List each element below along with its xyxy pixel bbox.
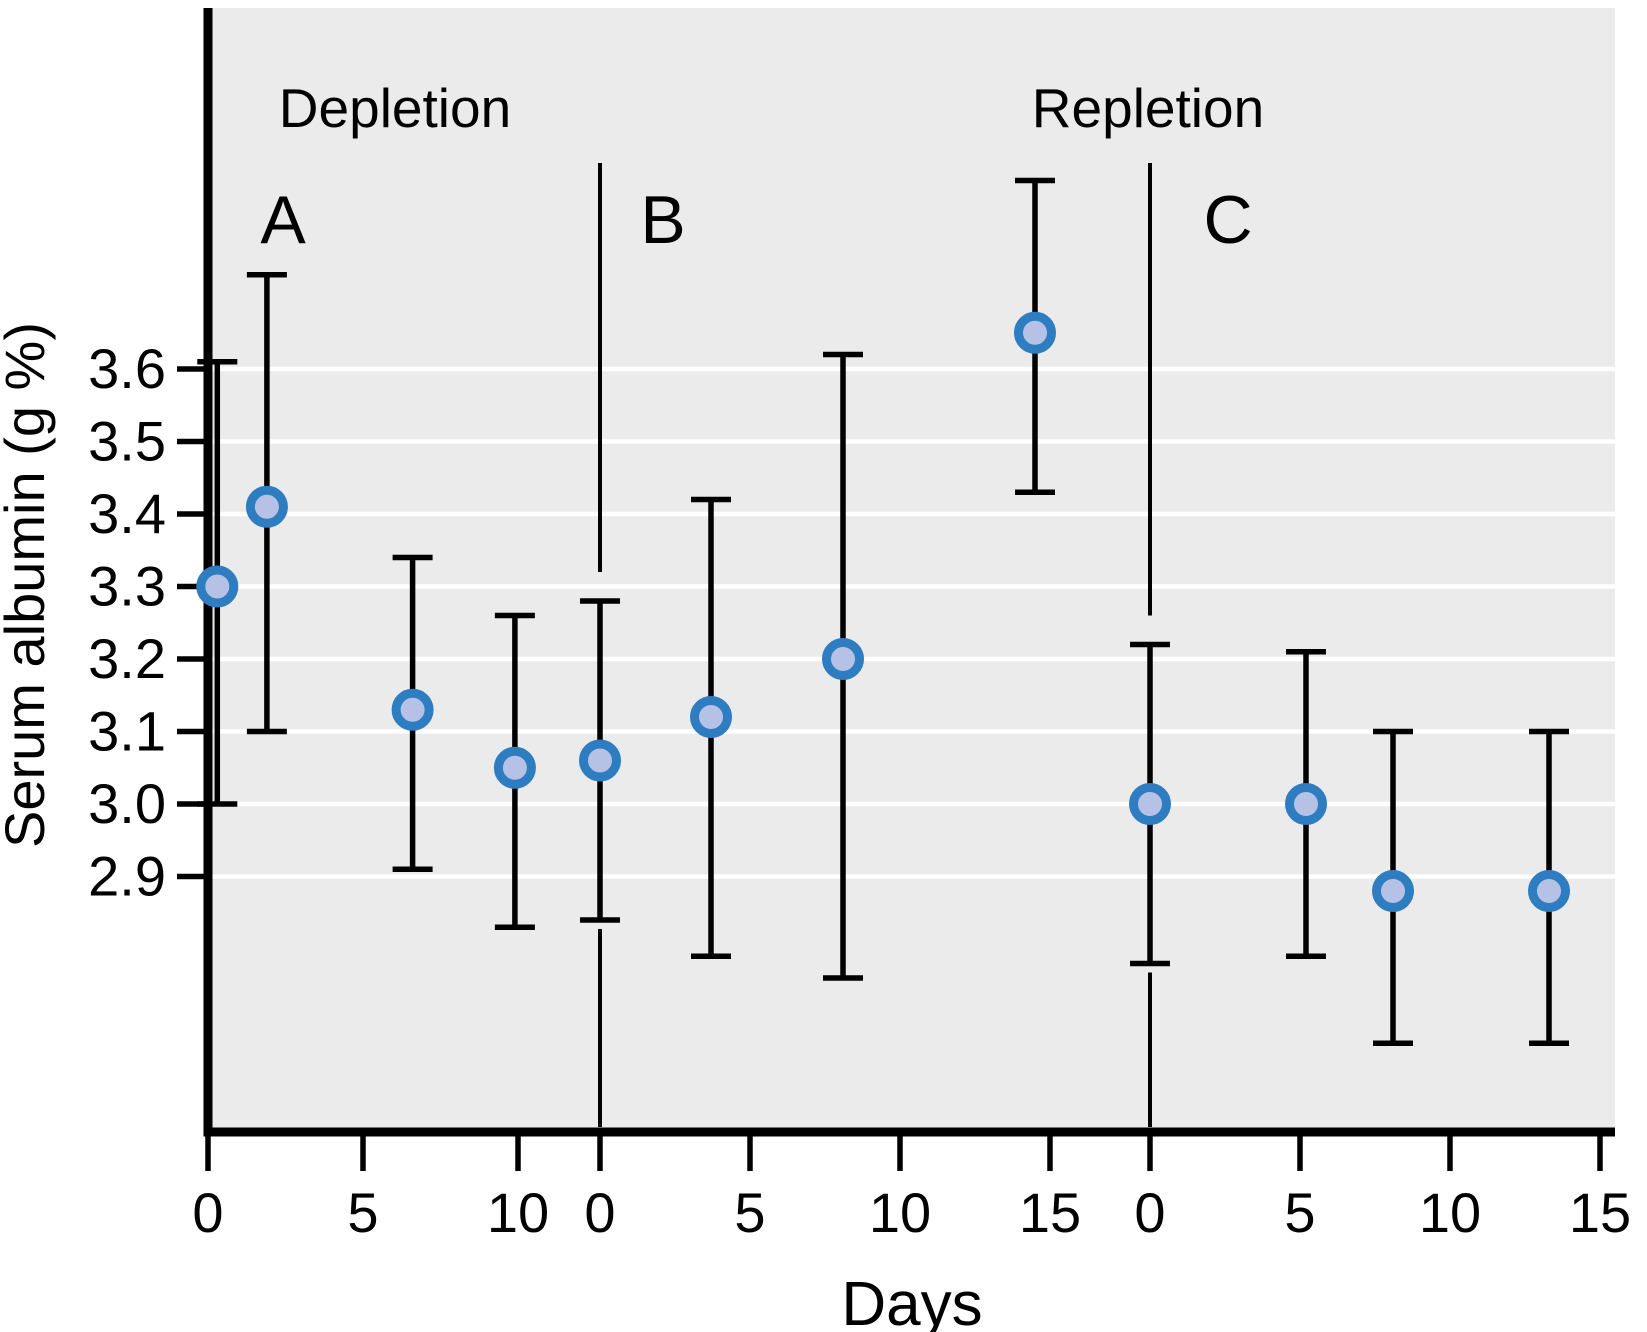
point-b2-group: [690, 496, 732, 959]
y-tick-label-3: 3.0: [88, 772, 166, 835]
point-a4-group: [493, 612, 536, 930]
panel-label-c: C: [1203, 182, 1252, 258]
point-a2-group: [245, 272, 288, 735]
point-b3-group: [822, 351, 864, 981]
y-tick-label-3.5: 3.5: [88, 410, 166, 473]
x-tick-label-b-10: 10: [869, 1181, 931, 1244]
point-a3-group: [391, 554, 434, 872]
point-c3-marker: [1372, 870, 1414, 912]
point-a1-marker: [196, 565, 239, 608]
point-a2-marker: [245, 485, 288, 528]
point-c2-group: [1285, 649, 1327, 959]
point-c1-group: [1129, 641, 1171, 967]
y-tick-label-3.1: 3.1: [88, 700, 166, 763]
point-a3-marker: [391, 688, 434, 731]
x-tick-label-b-5: 5: [734, 1181, 765, 1244]
point-b4-group: [1014, 177, 1056, 495]
point-b1-group: [579, 598, 621, 923]
y-tick-label-3.3: 3.3: [88, 555, 166, 618]
point-b3-marker: [822, 638, 864, 680]
panel-divider-layer: [598, 163, 1152, 1127]
plot-background-layer: [208, 8, 1615, 1132]
point-c3-group: [1372, 728, 1414, 1046]
point-b1-marker: [579, 739, 621, 782]
phase-label-repletion: Repletion: [1032, 77, 1264, 139]
panel-label-b: B: [640, 182, 685, 258]
point-c1-marker: [1129, 783, 1171, 825]
y-tick-label-3.2: 3.2: [88, 627, 166, 690]
x-tick-label-b-0: 0: [584, 1181, 615, 1244]
x-tick-label-c-5: 5: [1284, 1181, 1315, 1244]
x-tick-label-c-15: 15: [1569, 1181, 1631, 1244]
x-tick-label-a-10: 10: [487, 1181, 549, 1244]
x-tick-label-c-0: 0: [1134, 1181, 1165, 1244]
point-a1-group: [196, 359, 239, 807]
x-tick-label-a-5: 5: [347, 1181, 378, 1244]
y-tick-label-3.6: 3.6: [88, 337, 166, 400]
y-axis-title: Serum albumin (g %): [0, 322, 56, 848]
point-c4-marker: [1528, 870, 1570, 912]
x-tick-label-c-10: 10: [1419, 1181, 1481, 1244]
point-b4-marker: [1014, 311, 1056, 354]
panel-label-a: A: [260, 182, 306, 258]
y-tick-label-2.9: 2.9: [88, 845, 166, 908]
point-a4-marker: [493, 746, 536, 789]
phase-label-depletion: Depletion: [279, 77, 511, 139]
x-tick-label-b-15: 15: [1019, 1181, 1081, 1244]
point-c4-group: [1528, 728, 1570, 1046]
plot-area: [208, 8, 1615, 1132]
tick-labels-layer: 3.6 3.5 3.4 3.3 3.2 3.1 3.0 2.9 0 5 10 0 5 10 15 0 5 10 15: [88, 337, 1631, 1244]
point-b2-marker: [690, 696, 732, 738]
point-c2-marker: [1285, 783, 1327, 825]
x-tick-label-a-0: 0: [192, 1181, 223, 1244]
y-tick-label-3.4: 3.4: [88, 482, 166, 545]
x-axis-title: Days: [841, 1270, 982, 1332]
gridlines-layer: [208, 366, 1615, 879]
data-series-layer: [196, 177, 1570, 1046]
